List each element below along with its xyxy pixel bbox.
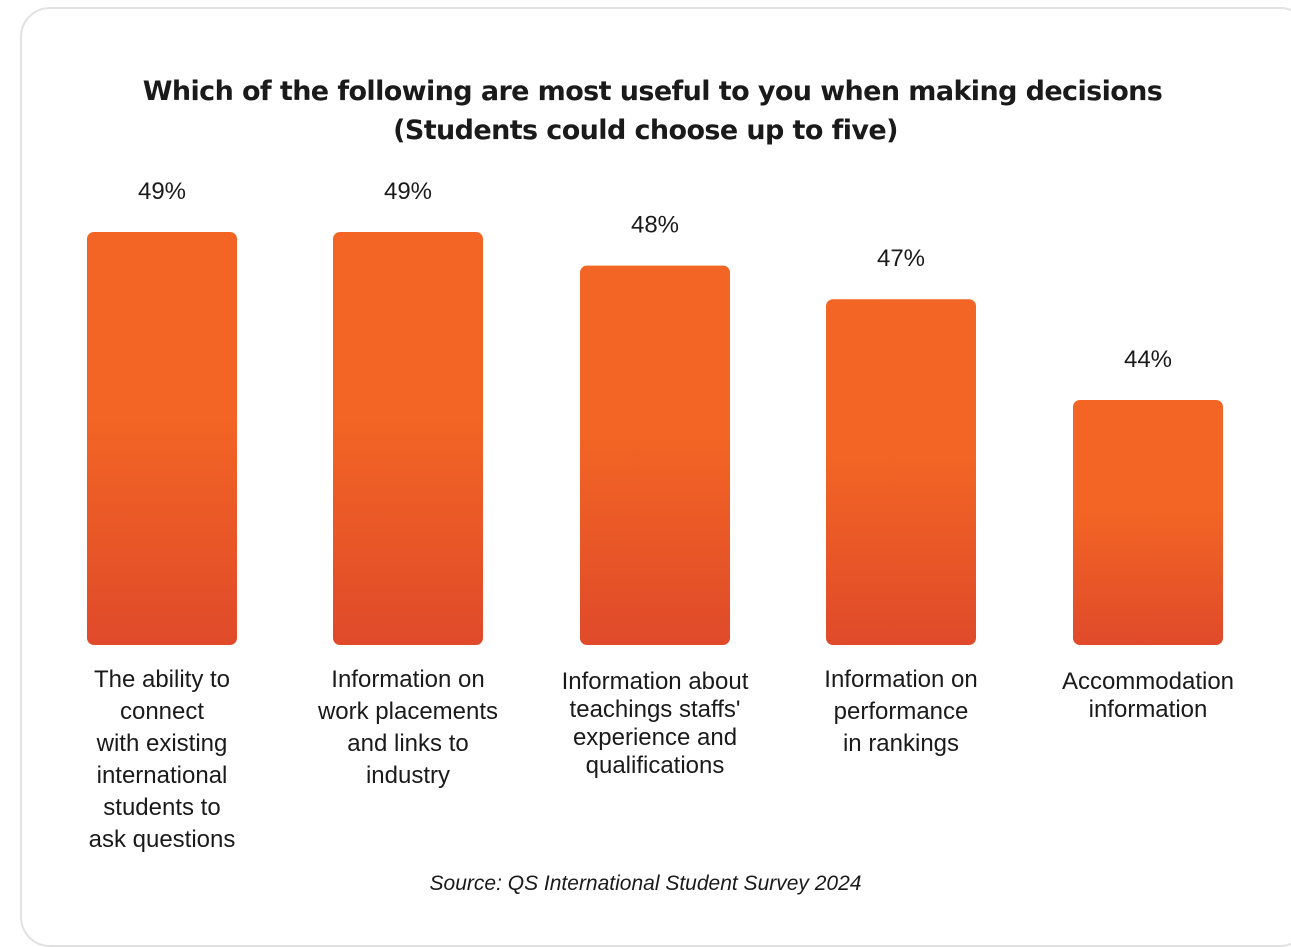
category-label-line: teachings staffs'	[569, 696, 741, 723]
value-label-1: 49%	[138, 178, 186, 205]
category-label-line: Information about	[561, 668, 749, 695]
bar-2	[333, 232, 483, 645]
bar-3	[580, 265, 730, 645]
category-label-line: performance	[833, 698, 969, 725]
category-label-line: The ability to	[93, 666, 231, 693]
value-label-5: 44%	[1124, 346, 1172, 373]
category-label-line: connect	[119, 698, 205, 725]
category-label-line: Accommodation	[1061, 668, 1235, 695]
category-label-3: Information about teachings staffs' experi…	[540, 668, 770, 780]
category-label-line: qualifications	[585, 752, 725, 779]
category-label-line: ask questions	[88, 826, 236, 853]
bar-1	[87, 232, 237, 645]
category-label-line: and links to	[347, 730, 469, 757]
category-label-1: The ability to connect with existing intern…	[47, 664, 277, 856]
category-label-line: with existing	[96, 730, 228, 757]
category-label-line: Information on	[824, 666, 978, 693]
category-label-line: Information on	[331, 666, 485, 693]
value-label-2: 49%	[384, 178, 432, 205]
value-labels: 49% 49% 48% 47% 44%	[138, 178, 1172, 373]
category-label-line: information	[1088, 696, 1208, 723]
category-label-4: Information on performance in rankings	[786, 664, 1016, 760]
bars	[87, 232, 1223, 645]
bar-4	[826, 299, 976, 645]
value-label-4: 47%	[877, 245, 925, 272]
bar-5	[1073, 400, 1223, 645]
source-note: Source: QS International Student Survey …	[429, 872, 862, 895]
category-label-5: Accommodation information	[1033, 668, 1263, 724]
value-label-3: 48%	[631, 212, 679, 239]
chart-subtitle: (Students could choose up to five)	[393, 115, 898, 146]
category-label-line: work placements	[317, 698, 499, 725]
chart-title: Which of the following are most useful t…	[142, 76, 1163, 107]
category-label-line: industry	[365, 762, 451, 789]
category-label-2: Information on work placements and links t…	[293, 664, 523, 792]
category-label-line: experience and	[572, 724, 738, 751]
category-label-line: students to	[103, 794, 221, 821]
category-label-line: in rankings	[842, 730, 960, 757]
category-label-line: international	[96, 762, 228, 789]
